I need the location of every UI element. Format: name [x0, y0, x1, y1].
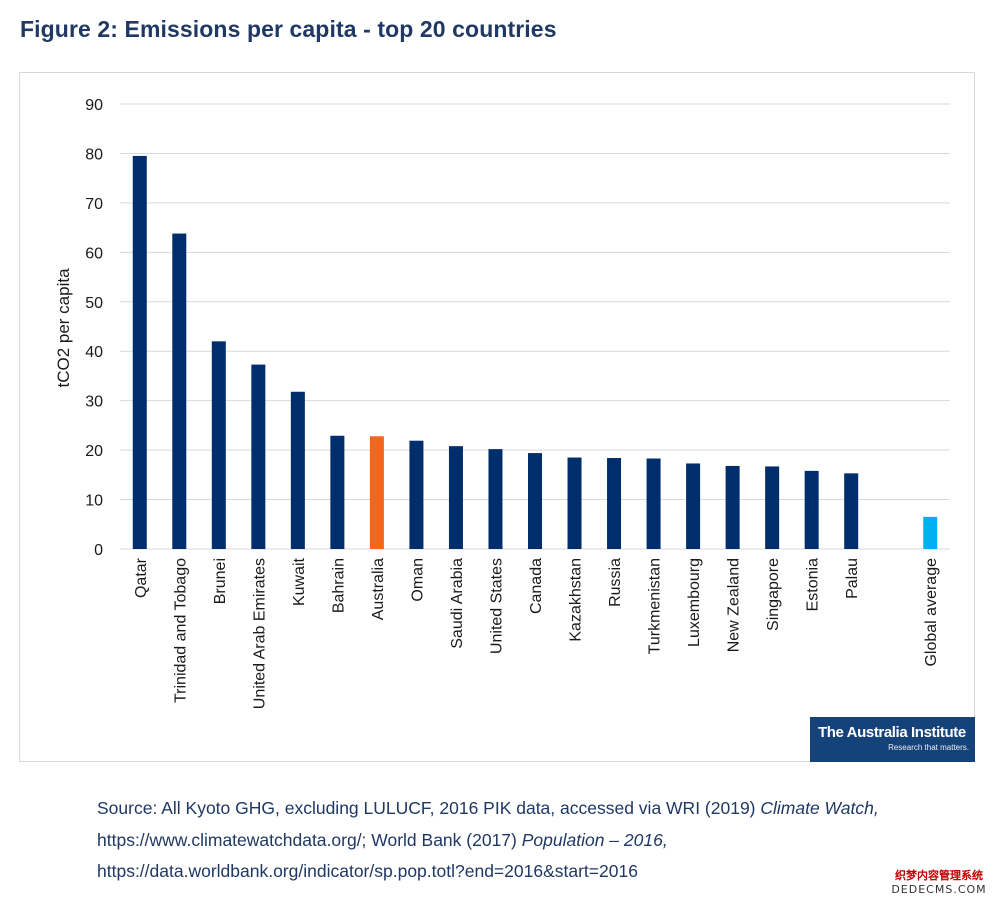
y-tick-label: 60 — [85, 245, 103, 262]
category-label: Luxembourg — [686, 558, 703, 647]
y-tick-label: 10 — [85, 493, 103, 510]
watermark-line2: DEDECMS.COM — [891, 883, 987, 896]
source-middle: https://www.climatewatchdata.org/; World… — [97, 829, 522, 850]
bars — [132, 155, 938, 550]
category-label: Turkmenistan — [647, 558, 664, 654]
y-tick-label: 80 — [85, 146, 103, 163]
bar-kazakhstan — [567, 457, 582, 549]
bar-new-zealand — [725, 465, 740, 549]
bar-bahrain — [330, 435, 345, 549]
category-label: Oman — [409, 558, 426, 602]
y-tick-label: 40 — [85, 344, 103, 361]
y-tick-label: 70 — [85, 196, 103, 213]
bar-united-states — [488, 449, 503, 549]
y-axis-label: tCO2 per capita — [54, 268, 73, 388]
y-tick-label: 20 — [85, 443, 103, 460]
bar-trinidad-and-tobago — [172, 233, 187, 550]
logo-name: The Australia Institute — [818, 724, 966, 741]
category-label: United States — [488, 558, 505, 654]
source-italic-population: Population – 2016, — [521, 829, 668, 850]
logo-tagline: Research that matters. — [888, 743, 969, 752]
bar-brunei — [211, 341, 226, 549]
category-label: Kuwait — [291, 557, 308, 606]
watermark-line1: 织梦内容管理系统 — [895, 869, 983, 882]
category-label: Global average — [923, 558, 940, 667]
bar-oman — [409, 440, 424, 549]
category-label: Australia — [370, 558, 387, 620]
bar-palau — [844, 473, 859, 549]
bar-united-arab-emirates — [251, 364, 266, 549]
grid-lines — [120, 103, 950, 550]
y-tick-label: 0 — [94, 542, 103, 559]
category-label: Brunei — [212, 558, 229, 604]
category-label: Palau — [844, 558, 861, 599]
source-note: Source: All Kyoto GHG, excluding LULUCF,… — [97, 793, 957, 888]
bar-turkmenistan — [646, 458, 661, 549]
bar-australia — [369, 436, 384, 549]
category-label: Singapore — [765, 558, 782, 631]
category-label: Trinidad and Tobago — [172, 558, 189, 703]
category-label: Russia — [607, 558, 624, 607]
bar-luxembourg — [686, 463, 701, 549]
source-prefix: Source: All Kyoto GHG, excluding LULUCF,… — [97, 798, 761, 818]
y-tick-label: 90 — [85, 97, 103, 114]
bar-global-average — [923, 516, 938, 549]
australia-institute-logo: The Australia Institute Research that ma… — [810, 717, 975, 762]
category-label: Kazakhstan — [568, 558, 585, 642]
category-label: Canada — [528, 558, 545, 614]
source-url[interactable]: https://data.worldbank.org/indicator/sp.… — [97, 861, 638, 881]
source-italic-climate-watch: Climate Watch, — [760, 798, 879, 818]
y-tick-label: 50 — [85, 295, 103, 312]
bar-estonia — [804, 470, 819, 549]
category-label: Bahrain — [330, 558, 347, 613]
figure-title: Figure 2: Emissions per capita - top 20 … — [20, 16, 557, 42]
category-label: United Arab Emirates — [251, 558, 268, 709]
bar-kuwait — [290, 391, 305, 549]
bar-russia — [607, 458, 622, 549]
watermark: 织梦内容管理系统 DEDECMS.COM — [884, 869, 994, 903]
bar-saudi-arabia — [448, 446, 463, 549]
category-labels: Qatar Trinidad and Tobago Brunei United Ara… — [133, 557, 940, 709]
bar-canada — [528, 453, 542, 549]
bar-singapore — [765, 466, 780, 549]
category-label: New Zealand — [726, 558, 743, 652]
bar-qatar — [132, 155, 147, 549]
category-label: Saudi Arabia — [449, 558, 466, 649]
category-label: Qatar — [133, 557, 150, 598]
y-tick-label: 30 — [85, 394, 103, 411]
category-label: Estonia — [805, 558, 822, 611]
y-tick-labels: 0 10 20 30 40 50 60 70 80 90 — [85, 97, 103, 559]
